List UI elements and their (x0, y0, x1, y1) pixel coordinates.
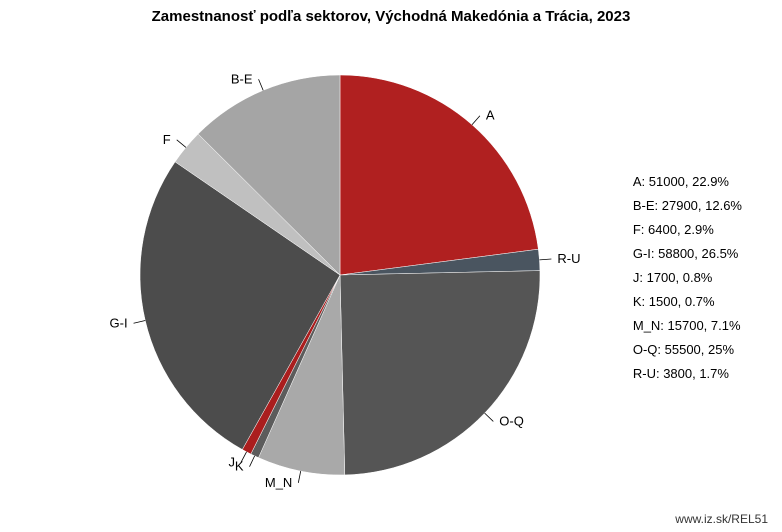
slice-leader-G-I (134, 321, 146, 324)
source-url: www.iz.sk/REL51 (675, 512, 768, 526)
slice-leader-K (250, 456, 255, 467)
pie-chart: A R-U O-Q M_N KJ G-I F B-E (60, 40, 620, 510)
slice-leader-M_N (298, 471, 300, 483)
legend-row-F: F: 6400, 2.9% (633, 218, 742, 242)
slice-leader-B-E (259, 79, 264, 90)
slice-label-M_N: M_N (265, 475, 292, 490)
legend-row-M_N: M_N: 15700, 7.1% (633, 314, 742, 338)
legend-row-O-Q: O-Q: 55500, 25% (633, 338, 742, 362)
legend-row-J: J: 1700, 0.8% (633, 266, 742, 290)
slice-leader-F (177, 140, 186, 148)
legend-row-G-I: G-I: 58800, 26.5% (633, 242, 742, 266)
legend-row-A: A: 51000, 22.9% (633, 170, 742, 194)
legend-row-K: K: 1500, 0.7% (633, 290, 742, 314)
legend-row-B-E: B-E: 27900, 12.6% (633, 194, 742, 218)
slice-leader-R-U (539, 259, 551, 260)
slice-label-K: K (235, 459, 244, 474)
slice-label-O-Q: O-Q (499, 413, 524, 428)
slice-label-G-I: G-I (110, 315, 128, 330)
slice-leader-J (241, 452, 247, 463)
slice-leader-A (472, 116, 480, 125)
chart-title: Zamestnanosť podľa sektorov, Východná Ma… (0, 8, 782, 25)
slice-label-R-U: R-U (557, 251, 580, 266)
slice-label-J: J (228, 454, 235, 469)
legend-row-R-U: R-U: 3800, 1.7% (633, 362, 742, 386)
chart-area: A R-U O-Q M_N KJ G-I F B-E A: 51000, 22.9%B-E: … (0, 30, 782, 500)
pie-slice-O-Q (340, 271, 540, 475)
pie-slice-A (340, 75, 538, 275)
slice-label-A: A (486, 108, 495, 123)
legend: A: 51000, 22.9%B-E: 27900, 12.6%F: 6400,… (633, 170, 742, 386)
slice-label-F: F (163, 132, 171, 147)
slice-leader-O-Q (485, 413, 494, 421)
slice-label-B-E: B-E (231, 71, 253, 86)
